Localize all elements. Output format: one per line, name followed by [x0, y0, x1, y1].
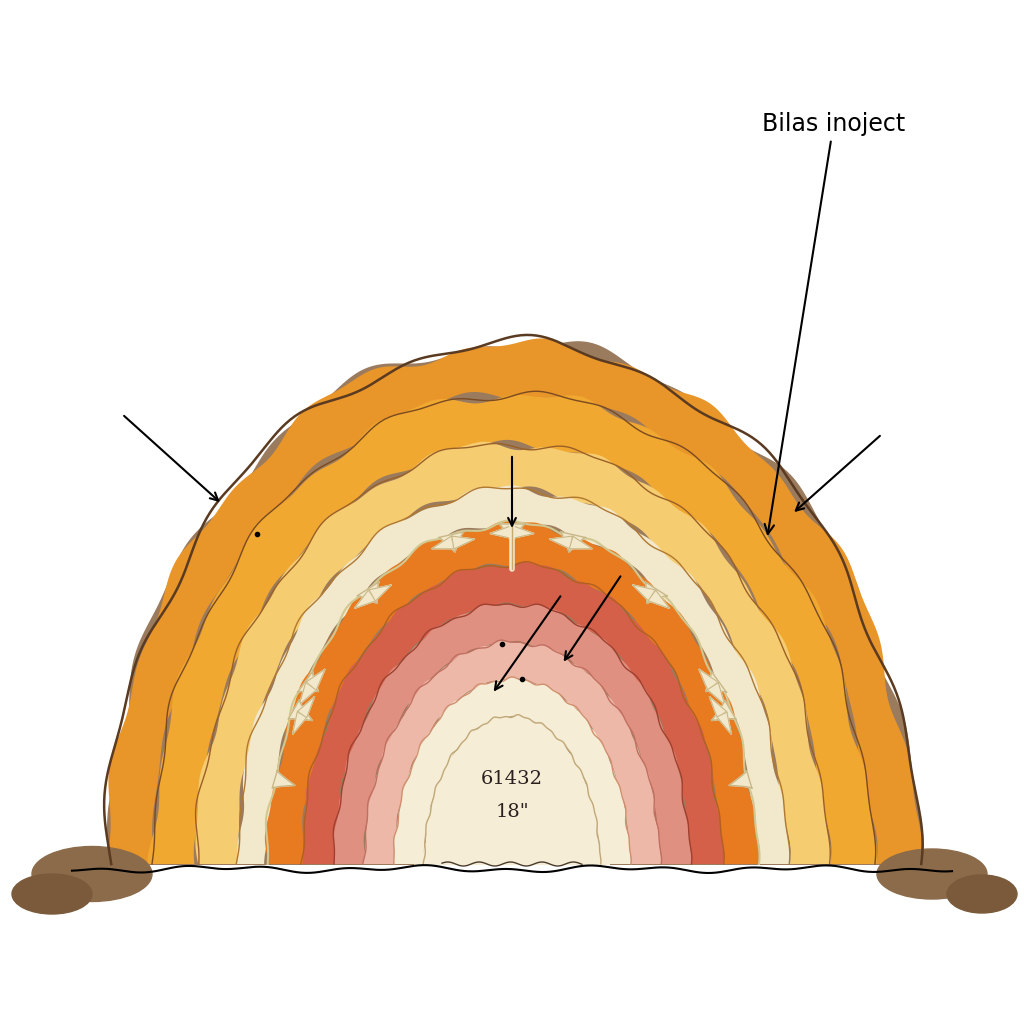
- Text: 61432: 61432: [481, 770, 543, 788]
- Text: Bilas inoject: Bilas inoject: [762, 112, 905, 534]
- Ellipse shape: [947, 874, 1017, 913]
- Polygon shape: [147, 395, 878, 864]
- Polygon shape: [362, 641, 662, 864]
- Polygon shape: [354, 590, 376, 608]
- Polygon shape: [712, 700, 736, 721]
- Polygon shape: [708, 683, 725, 705]
- Ellipse shape: [12, 874, 92, 914]
- Polygon shape: [452, 537, 474, 549]
- Ellipse shape: [877, 849, 987, 899]
- Polygon shape: [299, 683, 316, 705]
- Polygon shape: [298, 672, 318, 692]
- Polygon shape: [438, 531, 464, 552]
- Polygon shape: [648, 590, 670, 608]
- Polygon shape: [499, 524, 525, 542]
- Polygon shape: [394, 678, 631, 864]
- Polygon shape: [560, 531, 586, 552]
- Polygon shape: [414, 716, 610, 864]
- Ellipse shape: [32, 847, 152, 901]
- Polygon shape: [306, 669, 325, 690]
- Polygon shape: [633, 585, 655, 601]
- Polygon shape: [298, 696, 314, 718]
- Polygon shape: [645, 582, 667, 603]
- Polygon shape: [569, 537, 592, 549]
- Polygon shape: [357, 582, 379, 603]
- Polygon shape: [710, 696, 726, 718]
- Polygon shape: [699, 669, 718, 690]
- Polygon shape: [706, 672, 726, 692]
- Polygon shape: [369, 585, 391, 601]
- Polygon shape: [238, 485, 791, 864]
- Text: 18": 18": [496, 803, 528, 821]
- Polygon shape: [432, 537, 455, 549]
- Polygon shape: [302, 562, 724, 864]
- Polygon shape: [512, 525, 534, 539]
- Polygon shape: [490, 525, 512, 539]
- Polygon shape: [288, 700, 312, 721]
- Polygon shape: [334, 604, 691, 864]
- Polygon shape: [109, 338, 924, 864]
- Polygon shape: [550, 537, 572, 549]
- Polygon shape: [196, 441, 831, 864]
- Polygon shape: [293, 712, 307, 734]
- Polygon shape: [717, 712, 731, 734]
- Polygon shape: [77, 342, 947, 864]
- Polygon shape: [265, 521, 760, 864]
- Polygon shape: [729, 771, 752, 788]
- Polygon shape: [272, 771, 295, 788]
